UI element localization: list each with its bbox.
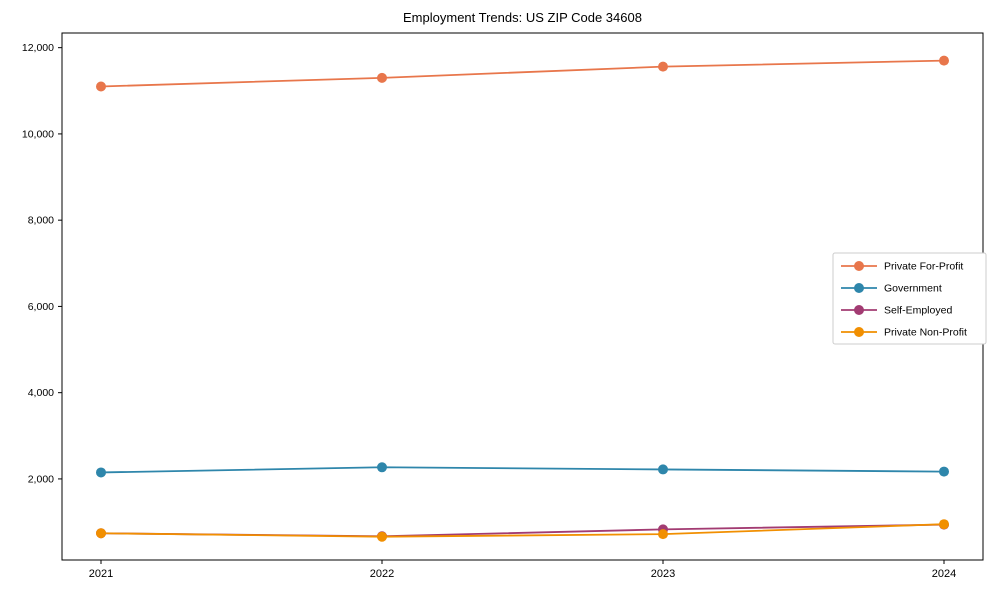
x-axis-tick-label: 2024 <box>932 568 956 580</box>
y-axis-tick-label: 12,000 <box>22 42 54 54</box>
legend-label: Self-Employed <box>884 305 952 317</box>
y-axis-tick-label: 2,000 <box>28 473 54 485</box>
data-point-government-2024 <box>939 466 949 477</box>
data-point-private-non-profit-2021 <box>96 528 106 539</box>
series-line-private-for-profit <box>100 59 945 88</box>
data-point-government-2021 <box>96 467 106 478</box>
legend-marker-icon <box>854 261 864 271</box>
y-axis-tick-label: 4,000 <box>28 387 54 399</box>
x-axis-tick-label: 2022 <box>370 568 394 580</box>
data-point-government-2022 <box>377 462 387 473</box>
legend-item-private-non-profit: Private Non-Profit <box>841 327 967 339</box>
legend-marker-icon <box>854 327 864 337</box>
data-point-government-2023 <box>658 464 668 475</box>
legend-item-self-employed: Self-Employed <box>841 305 952 317</box>
x-axis-tick-label: 2021 <box>89 568 113 580</box>
legend-item-private-for-profit: Private For-Profit <box>841 261 963 273</box>
legend-marker-icon <box>854 305 864 315</box>
legend-label: Private Non-Profit <box>884 327 967 339</box>
data-point-private-non-profit-2024 <box>939 519 949 530</box>
legend-box <box>832 252 987 345</box>
legend-item-government: Government <box>841 283 942 295</box>
series-line-private-non-profit <box>100 523 945 538</box>
x-axis-tick-label: 2023 <box>651 568 675 580</box>
data-point-private-for-profit-2024 <box>939 55 949 66</box>
legend-label: Private For-Profit <box>884 261 963 273</box>
data-point-private-non-profit-2023 <box>658 529 668 540</box>
legend-label: Government <box>884 283 942 295</box>
chart-title: Employment Trends: US ZIP Code 34608 <box>403 10 642 25</box>
data-point-private-for-profit-2023 <box>658 61 668 72</box>
data-point-private-for-profit-2021 <box>96 81 106 92</box>
y-axis-tick-label: 10,000 <box>22 128 54 140</box>
y-axis-tick-label: 6,000 <box>28 301 54 313</box>
data-point-private-non-profit-2022 <box>377 531 387 542</box>
legend: Private For-Profit Government Self-Employe… <box>832 252 987 345</box>
data-point-private-for-profit-2022 <box>377 72 387 83</box>
series-line-government <box>100 466 945 474</box>
y-axis-tick-label: 8,000 <box>28 215 54 227</box>
legend-marker-icon <box>854 283 864 293</box>
